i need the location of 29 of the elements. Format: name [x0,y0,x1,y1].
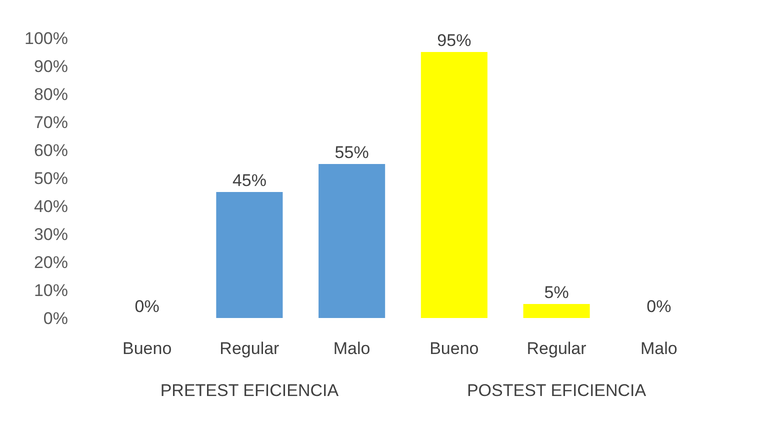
y-tick-label: 30% [34,224,68,244]
x-tick-label: Bueno [122,339,172,358]
x-tick-label: Malo [640,339,678,358]
data-label: 55% [334,143,369,162]
y-tick-label: 0% [43,308,68,328]
y-tick-label: 80% [34,84,68,104]
y-tick-label: 20% [34,252,68,272]
y-tick-label: 50% [34,168,68,188]
data-label: 45% [232,171,266,190]
bar [216,192,283,318]
x-tick-label: Malo [333,339,370,358]
data-label: 5% [544,283,569,302]
y-tick-label: 40% [34,196,68,216]
y-tick-label: 60% [34,140,68,160]
y-tick-label: 70% [34,112,68,132]
y-tick-label: 10% [34,280,68,300]
bar [318,164,386,318]
data-label: 0% [646,297,672,316]
x-tick-label: Regular [526,339,587,358]
data-label: 95% [437,31,472,50]
y-tick-label: 90% [34,56,68,76]
y-tick-label: 100% [24,28,68,48]
data-label: 0% [134,297,160,316]
x-tick-label: Regular [220,339,280,358]
text: POSTEST EFICIENCIA [466,381,647,400]
bar [523,304,590,318]
bar [420,52,488,318]
x-tick-label: Bueno [430,339,479,358]
text: PRETEST EFICIENCIA [160,381,340,400]
